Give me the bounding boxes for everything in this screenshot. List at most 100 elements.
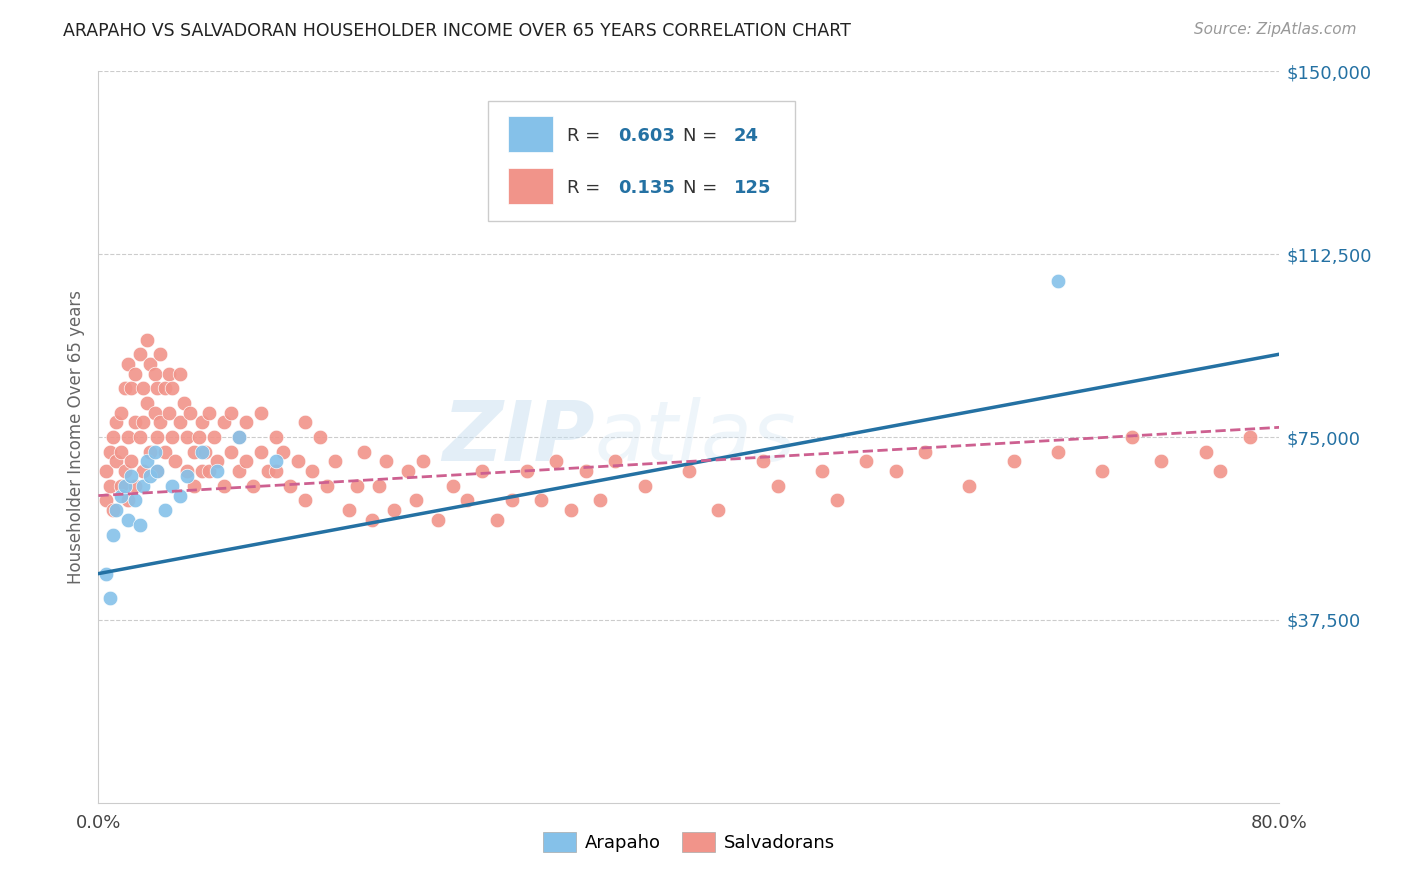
Point	[98, 444, 121, 458]
Point	[1195, 444, 1218, 458]
Text: Source: ZipAtlas.com: Source: ZipAtlas.com	[1194, 22, 1357, 37]
Point	[124, 367, 146, 381]
Point	[398, 464, 420, 478]
Point	[132, 479, 155, 493]
Point	[139, 444, 162, 458]
Point	[560, 503, 582, 517]
Point	[368, 479, 391, 493]
Point	[169, 416, 191, 430]
Point	[94, 566, 117, 581]
FancyBboxPatch shape	[508, 168, 553, 204]
Point	[198, 406, 221, 420]
Point	[271, 444, 294, 458]
Point	[103, 503, 125, 517]
Point	[110, 444, 132, 458]
Point	[124, 493, 146, 508]
Point	[339, 503, 361, 517]
Point	[117, 493, 139, 508]
Point	[221, 444, 243, 458]
Point	[309, 430, 332, 444]
Point	[176, 469, 198, 483]
Point	[105, 416, 128, 430]
Point	[280, 479, 302, 493]
Point	[128, 517, 150, 532]
Point	[120, 469, 142, 483]
Point	[146, 430, 169, 444]
Point	[441, 479, 464, 493]
Point	[375, 454, 398, 468]
Point	[294, 416, 316, 430]
Point	[162, 430, 183, 444]
Point	[132, 416, 155, 430]
Point	[546, 454, 568, 468]
Point	[162, 381, 183, 395]
Point	[486, 513, 509, 527]
Point	[136, 396, 159, 410]
Point	[124, 479, 146, 493]
Point	[228, 430, 250, 444]
Text: R =: R =	[567, 127, 606, 145]
Point	[105, 454, 128, 468]
Point	[191, 416, 214, 430]
Point	[242, 479, 264, 493]
Point	[176, 430, 198, 444]
Point	[117, 430, 139, 444]
Point	[221, 406, 243, 420]
Point	[153, 503, 176, 517]
Text: 0.135: 0.135	[619, 179, 675, 197]
Point	[117, 513, 139, 527]
Point	[530, 493, 553, 508]
Point	[1091, 464, 1114, 478]
Point	[169, 489, 191, 503]
Point	[1046, 274, 1070, 288]
Point	[157, 406, 180, 420]
Point	[98, 479, 121, 493]
Point	[264, 430, 287, 444]
Point	[179, 406, 201, 420]
Point	[149, 347, 172, 361]
Point	[205, 464, 228, 478]
Point	[183, 479, 205, 493]
Point	[575, 464, 598, 478]
Point	[264, 464, 287, 478]
Point	[1121, 430, 1143, 444]
Point	[110, 489, 132, 503]
Point	[589, 493, 612, 508]
Text: ARAPAHO VS SALVADORAN HOUSEHOLDER INCOME OVER 65 YEARS CORRELATION CHART: ARAPAHO VS SALVADORAN HOUSEHOLDER INCOME…	[63, 22, 851, 40]
Point	[191, 464, 214, 478]
Point	[157, 367, 180, 381]
Point	[678, 464, 700, 478]
Point	[605, 454, 627, 468]
Point	[128, 347, 150, 361]
Point	[110, 479, 132, 493]
Point	[146, 464, 169, 478]
Text: 125: 125	[734, 179, 772, 197]
Point	[257, 464, 280, 478]
Point	[250, 406, 273, 420]
Point	[94, 464, 117, 478]
Text: 24: 24	[734, 127, 759, 145]
Point	[250, 444, 273, 458]
Point	[752, 454, 775, 468]
Point	[212, 479, 235, 493]
Point	[323, 454, 346, 468]
Point	[1046, 444, 1070, 458]
Point	[128, 430, 150, 444]
Point	[103, 430, 125, 444]
Point	[228, 464, 250, 478]
Point	[707, 503, 730, 517]
Point	[810, 464, 832, 478]
Point	[94, 493, 117, 508]
Point	[884, 464, 907, 478]
Point	[143, 367, 166, 381]
Point	[294, 493, 316, 508]
Text: N =: N =	[683, 179, 723, 197]
FancyBboxPatch shape	[508, 116, 553, 153]
Point	[205, 454, 228, 468]
Point	[766, 479, 789, 493]
Point	[235, 454, 257, 468]
Text: N =: N =	[683, 127, 723, 145]
Point	[110, 406, 132, 420]
Point	[287, 454, 309, 468]
Point	[153, 444, 176, 458]
